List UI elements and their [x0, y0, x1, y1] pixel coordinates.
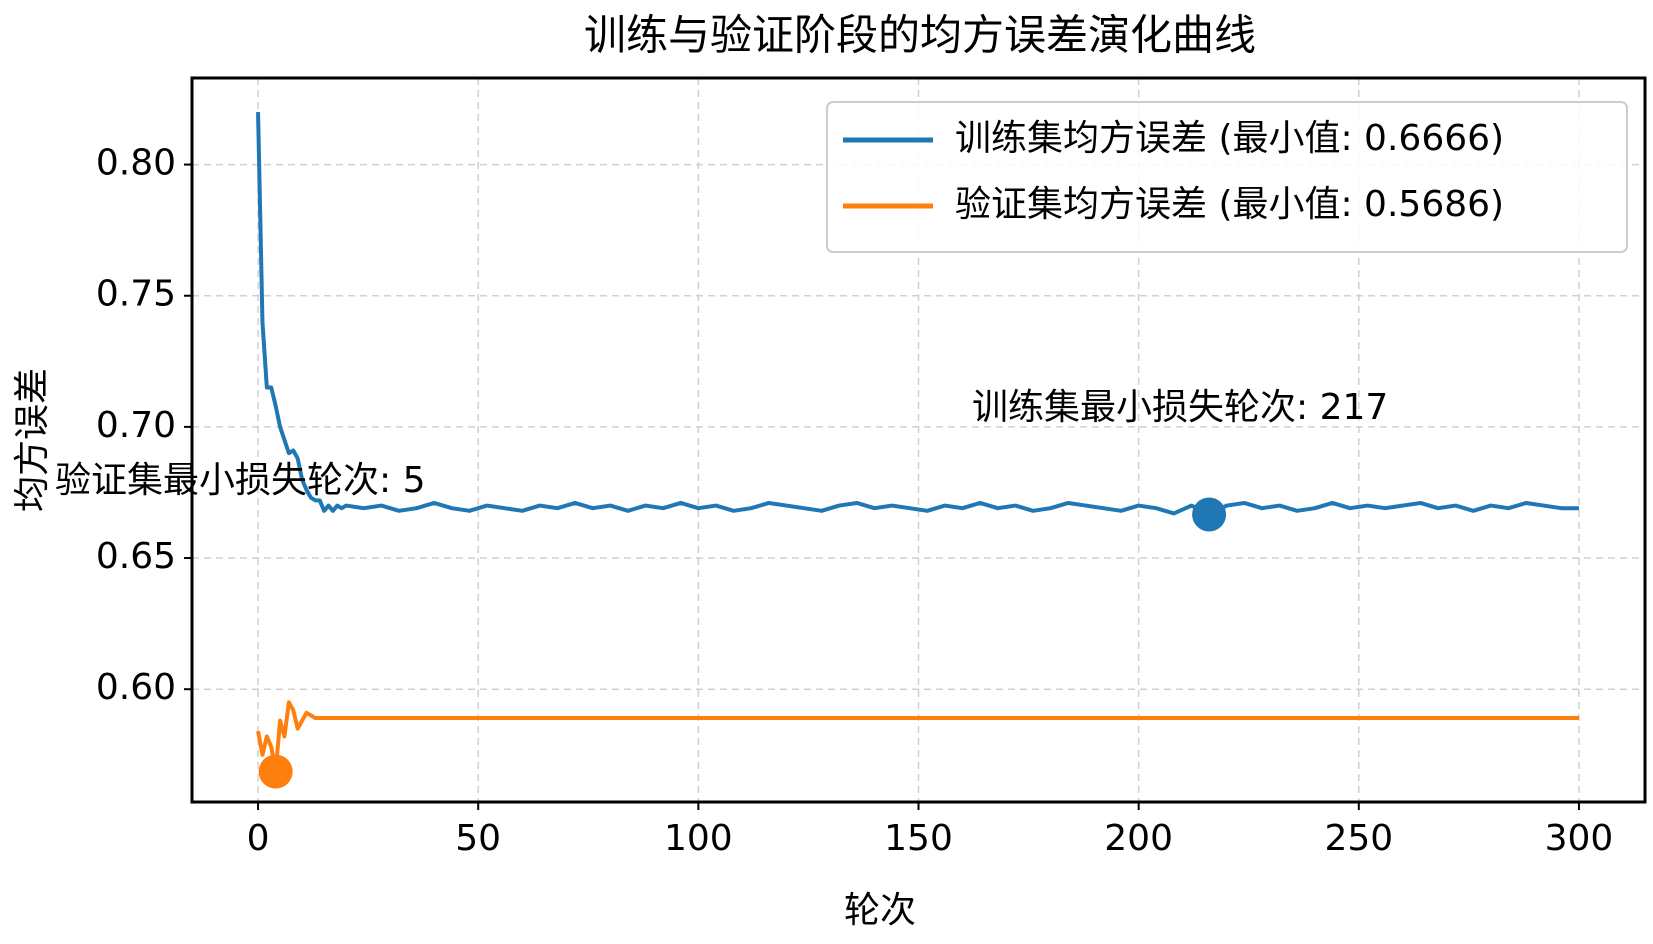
legend-label: 验证集均方误差 (最小值: 0.5686) [955, 184, 1504, 225]
y-tick-label: 0.65 [96, 536, 176, 577]
x-axis-label: 轮次 [844, 890, 916, 931]
y-tick-label: 0.60 [96, 667, 176, 708]
legend-label: 训练集均方误差 (最小值: 0.6666) [955, 118, 1504, 159]
min-marker [1192, 497, 1227, 532]
y-axis-label: 均方误差 [12, 368, 53, 512]
annotation: 验证集最小损失轮次: 5 [55, 460, 425, 501]
x-tick-label: 200 [1104, 818, 1173, 859]
legend: 训练集均方误差 (最小值: 0.6666) 验证集均方误差 (最小值: 0.568… [826, 101, 1628, 253]
x-tick-label: 50 [455, 818, 501, 859]
y-tick-label: 0.70 [96, 405, 176, 446]
x-tick-label: 300 [1545, 818, 1614, 859]
y-tick-label: 0.80 [96, 143, 176, 184]
chart-title: 训练与验证阶段的均方误差演化曲线 [584, 11, 1256, 60]
plot-frame [190, 76, 1647, 804]
x-tick-label: 250 [1324, 818, 1393, 859]
annotation: 训练集最小损失轮次: 217 [972, 387, 1388, 428]
y-tick-label: 0.75 [96, 274, 176, 315]
legend-box [826, 101, 1628, 253]
min-marker [258, 754, 293, 789]
x-tick-label: 100 [664, 818, 733, 859]
x-tick-label: 150 [884, 818, 953, 859]
line-series [256, 112, 1579, 517]
line-series [256, 700, 1579, 774]
x-tick-label: 0 [247, 818, 270, 859]
